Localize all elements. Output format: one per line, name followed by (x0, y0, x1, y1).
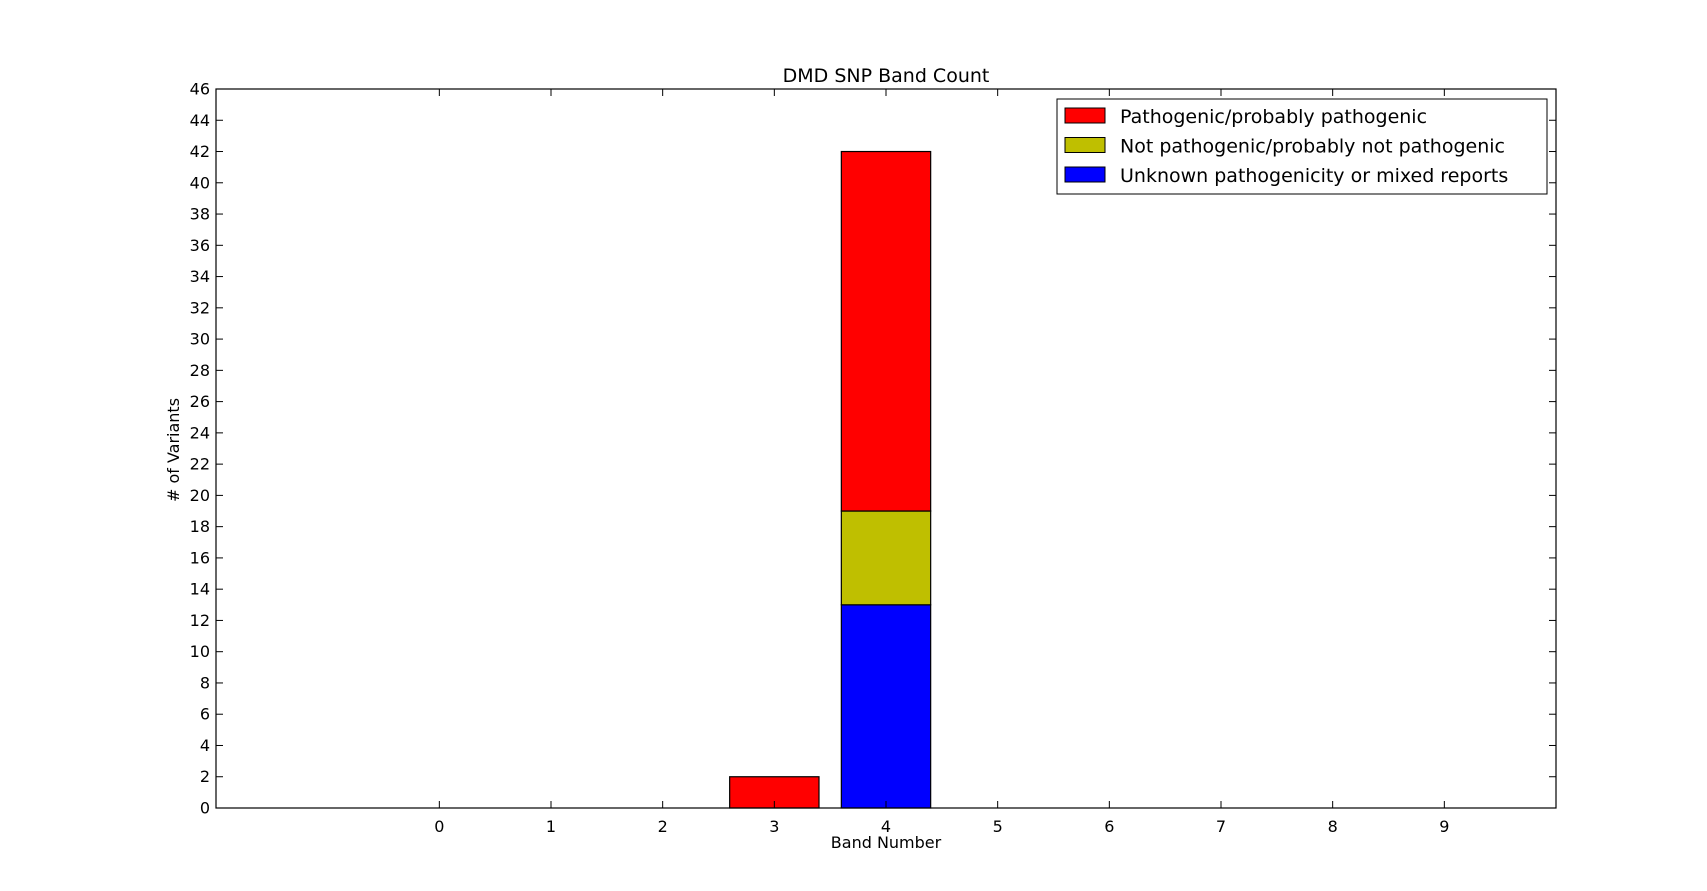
chart-title: DMD SNP Band Count (783, 65, 990, 87)
y-tick-label: 38 (190, 205, 210, 224)
x-tick-label: 0 (434, 817, 444, 836)
y-axis-label: # of Variants (164, 398, 183, 502)
y-tick-label: 34 (190, 267, 210, 286)
legend-swatch (1065, 138, 1105, 153)
y-tick-label: 20 (190, 486, 210, 505)
x-tick-label: 3 (769, 817, 779, 836)
legend: Pathogenic/probably pathogenic Not pathog… (1057, 99, 1547, 194)
y-tick-label: 26 (190, 392, 210, 411)
x-tick-label: 7 (1216, 817, 1226, 836)
x-tick-label: 1 (546, 817, 556, 836)
bar-band-4-series-1 (841, 511, 930, 605)
y-tick-label: 46 (190, 80, 210, 99)
legend-label: Not pathogenic/probably not pathogenic (1120, 136, 1505, 158)
y-tick-label: 14 (190, 580, 210, 599)
legend-swatch (1065, 167, 1105, 182)
y-tick-label: 10 (190, 642, 210, 661)
y-tick-label: 6 (200, 705, 210, 724)
y-tick-label: 12 (190, 611, 210, 630)
y-tick-label: 24 (190, 423, 210, 442)
y-tick-label: 18 (190, 517, 210, 536)
bar-band-4-series-0 (841, 605, 930, 808)
y-tick-label: 0 (200, 799, 210, 818)
y-tick-label: 4 (200, 736, 210, 755)
y-tick-label: 22 (190, 455, 210, 474)
y-tick-label: 2 (200, 767, 210, 786)
x-tick-label: 6 (1104, 817, 1114, 836)
legend-label: Pathogenic/probably pathogenic (1120, 106, 1427, 128)
y-tick-label: 36 (190, 236, 210, 255)
legend-swatch (1065, 108, 1105, 123)
y-tick-label: 16 (190, 548, 210, 567)
x-tick-label: 5 (993, 817, 1003, 836)
y-tick-label: 44 (190, 111, 210, 130)
y-tick-label: 28 (190, 361, 210, 380)
x-tick-label: 2 (658, 817, 668, 836)
y-tick-label: 40 (190, 173, 210, 192)
bar-band-4-series-2 (841, 152, 930, 512)
x-tick-label: 9 (1439, 817, 1449, 836)
legend-label: Unknown pathogenicity or mixed reports (1120, 165, 1508, 187)
y-tick-label: 32 (190, 298, 210, 317)
x-tick-label: 8 (1328, 817, 1338, 836)
y-tick-label: 30 (190, 330, 210, 349)
y-tick-label: 8 (200, 673, 210, 692)
x-tick-label: 4 (881, 817, 891, 836)
y-tick-label: 42 (190, 142, 210, 161)
